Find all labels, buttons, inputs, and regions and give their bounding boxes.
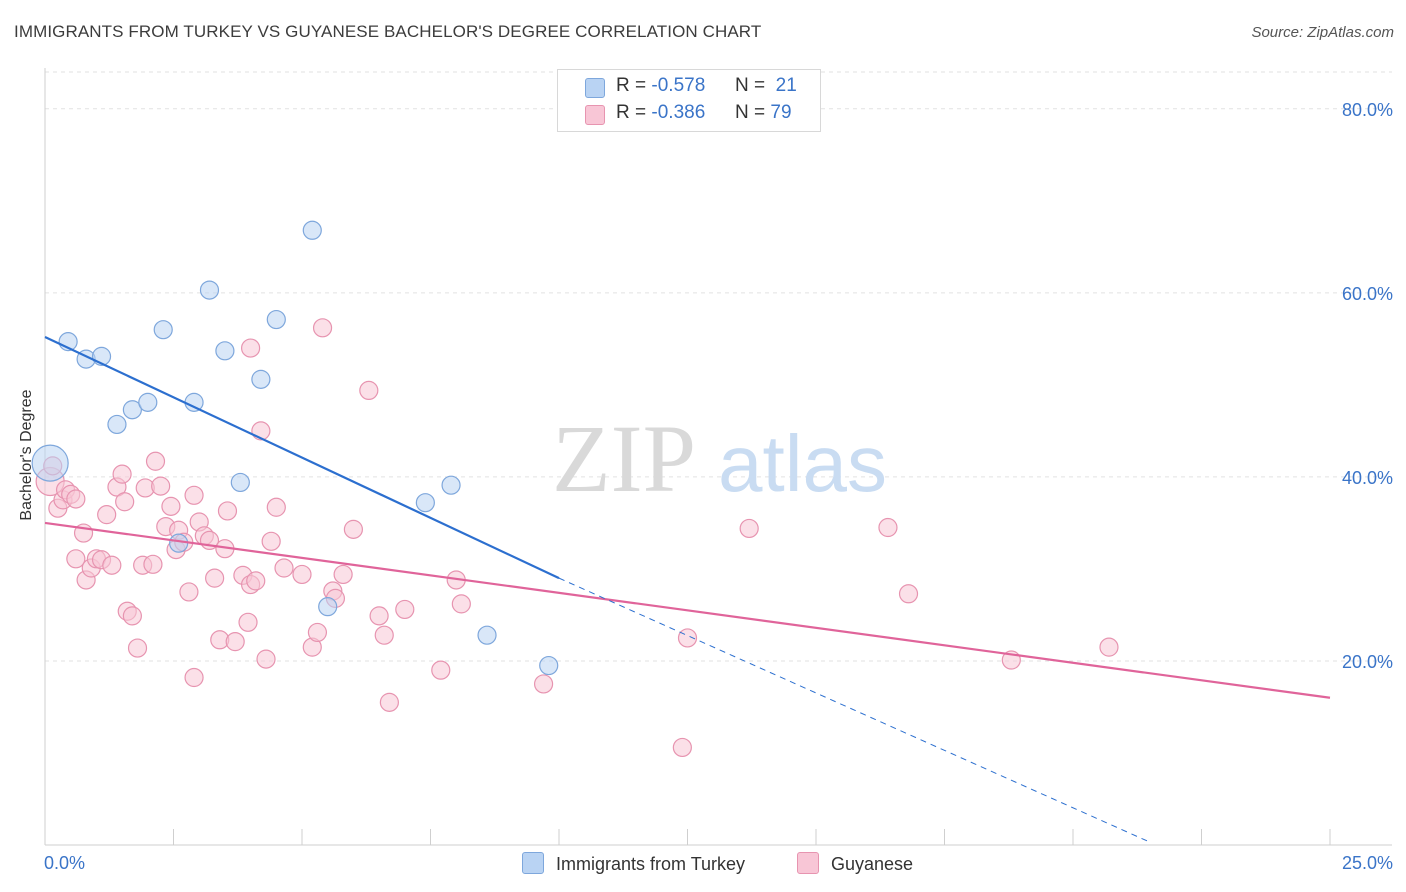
x-tick-label: 25.0% [1342,853,1393,873]
guyanese-point [66,549,86,569]
legend-swatch-turkey [585,78,605,98]
y-tick-label: 60.0% [1342,284,1393,304]
guyanese-point [112,464,132,484]
y-tick-label: 20.0% [1342,652,1393,672]
guyanese-point [122,606,142,626]
turkey-point [302,220,322,240]
guyanese-point [115,492,135,512]
guyanese-point [395,599,415,620]
guyanese-point [205,568,225,588]
guyanese-point [898,584,919,604]
legend-swatch-guyanese-bottom [797,852,819,874]
guyanese-point [143,554,163,574]
turkey-point [199,280,220,300]
legend-label-guyanese: Guyanese [831,854,914,874]
turkey-point [318,597,338,617]
guyanese-point [151,476,171,496]
turkey-point [107,414,127,435]
turkey-trend-line [44,336,560,580]
guyanese-point [145,451,166,471]
turkey-point [477,625,497,645]
y-tick-label: 40.0% [1342,468,1393,488]
watermark-atlas: atlas [718,419,887,508]
guyanese-point [127,638,148,658]
guyanese-point [225,632,245,652]
guyanese-point [431,660,451,680]
legend-swatch-guyanese [585,105,605,125]
guyanese-point [66,489,86,509]
guyanese-point [451,594,471,614]
turkey-point [153,320,173,340]
tick-labels: 20.0% 40.0% 60.0% 80.0% 0.0% 25.0% [44,100,1393,873]
y-axis-label: Bachelor's Degree [18,389,35,521]
guyanese-point [343,519,363,539]
turkey-point [415,493,435,513]
guyanese-point [184,485,204,505]
guyanese-points [35,318,1119,758]
legend-item-turkey[interactable]: Immigrants from Turkey [522,852,745,875]
turkey-point [215,341,235,361]
guyanese-trend-line [44,521,1331,699]
guyanese-point [256,649,276,669]
guyanese-point [161,496,181,516]
guyanese-point [241,338,261,358]
turkey-point [31,444,69,482]
source-label: Source: ZipAtlas.com [1251,24,1394,41]
guyanese-point [238,612,258,632]
watermark: ZIP atlas [552,405,887,512]
guyanese-point [184,667,204,688]
guyanese-point [97,505,117,525]
guyanese-point [359,380,379,401]
legend-r-turkey: R = -0.578 [616,75,706,96]
guyanese-point [878,517,898,538]
turkey-point [266,309,286,330]
turkey-point [184,392,204,412]
series-legend: Immigrants from Turkey Guyanese [0,852,1406,878]
turkey-point [539,655,559,676]
guyanese-point [533,674,554,694]
guyanese-point [312,318,333,338]
turkey-point [169,533,189,553]
guyanese-point [307,622,328,643]
guyanese-point [374,625,394,645]
turkey-point [441,475,461,495]
guyanese-point [266,497,286,517]
guyanese-point [1099,637,1119,657]
guyanese-point [739,518,759,539]
turkey-point [230,472,250,493]
guyanese-point [261,531,281,551]
guyanese-point [102,555,122,575]
trend-lines [44,336,1331,843]
x-tick-label: 0.0% [44,853,85,873]
y-tick-label: 80.0% [1342,100,1393,120]
legend-n-turkey: N = 21 [735,75,797,96]
guyanese-point [179,582,199,602]
guyanese-point [246,571,266,591]
stats-legend: R = -0.578 N = 21 R = -0.386 N = 79 [557,69,821,132]
guyanese-point [217,501,238,521]
chart-title: IMMIGRANTS FROM TURKEY VS GUYANESE BACHE… [14,22,762,41]
turkey-point [122,400,142,420]
watermark-zip: ZIP [552,405,696,512]
legend-swatch-turkey-bottom [522,852,544,874]
legend-r-guyanese: R = -0.386 [616,102,706,123]
guyanese-point [379,692,399,712]
legend-n-guyanese: N = 79 [735,102,792,123]
turkey-point [251,369,271,389]
guyanese-point [292,564,312,585]
guyanese-point [369,606,389,626]
guyanese-point [672,737,692,758]
legend-label-turkey: Immigrants from Turkey [556,854,746,874]
turkey-trend-extension [558,577,1151,843]
turkey-point [138,392,158,412]
turkey-points [31,220,559,676]
legend-item-guyanese[interactable]: Guyanese [797,852,913,875]
guyanese-point [333,564,353,585]
guyanese-point [274,558,294,578]
